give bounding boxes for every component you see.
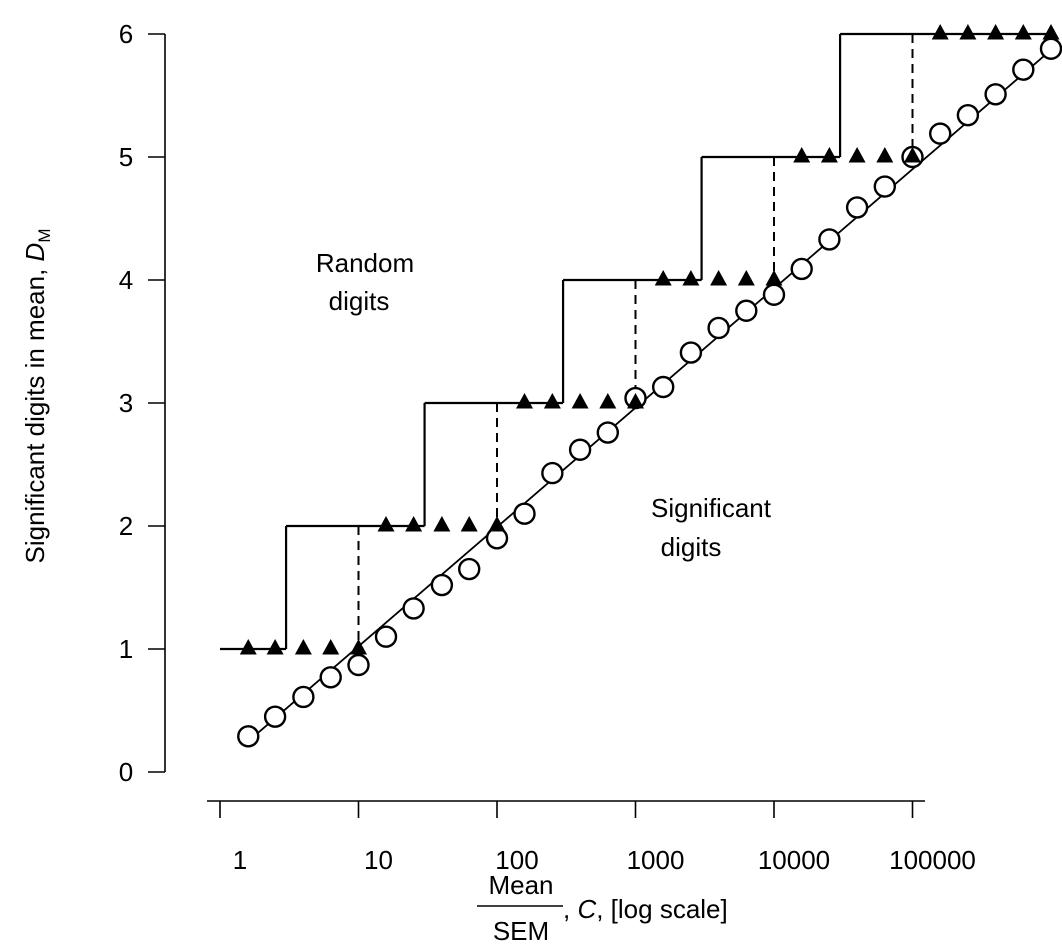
x-tick-label: 10 [364, 845, 393, 875]
circle-point [319, 666, 342, 689]
circle-point [707, 316, 730, 340]
fit-line-path [247, 49, 1052, 742]
triangle-point [239, 639, 257, 655]
y-tick-label: 1 [119, 634, 133, 664]
x-tick-label: 100 [495, 845, 538, 875]
triangle-point [350, 639, 367, 655]
circle-point [513, 502, 536, 525]
fit-line [247, 49, 1052, 742]
y-axis-label: Significant digits in mean, DM [20, 229, 54, 564]
circle-point [652, 375, 675, 399]
circle-point [430, 573, 454, 597]
circle-point [402, 597, 425, 620]
x-axis-label-numerator: Mean [488, 870, 553, 900]
x-axis: 1 10 100 1000 10000 100000 [207, 800, 976, 875]
circle-point [735, 299, 758, 322]
circle-series [237, 37, 1062, 748]
circle-point [873, 175, 897, 198]
triangle-point [294, 639, 312, 655]
annotation-random-line1: Random [316, 248, 414, 278]
circle-point [458, 557, 481, 581]
triangle-point [904, 147, 921, 163]
circle-point [237, 725, 260, 748]
circle-point [374, 625, 398, 648]
triangle-point [405, 516, 423, 532]
circle-point [292, 685, 315, 709]
step-function [220, 32, 1051, 651]
triangle-point [433, 516, 451, 532]
circle-point [541, 461, 564, 485]
triangle-point [682, 270, 700, 286]
x-tick-label: 10000 [758, 845, 830, 875]
triangle-point [599, 393, 617, 409]
triangle-point [931, 24, 949, 40]
triangle-point [710, 270, 728, 286]
x-axis-label-rest: , C, [log scale] [563, 894, 728, 924]
circle-point [790, 257, 813, 281]
triangle-series [239, 24, 1060, 655]
circle-point [984, 83, 1007, 106]
y-tick-label: 2 [119, 511, 133, 541]
circle-point [762, 283, 786, 306]
triangle-point [959, 24, 977, 40]
circle-point [596, 421, 620, 444]
triangle-point [322, 639, 340, 655]
x-tick-label: 1000 [627, 845, 685, 875]
circle-point [1039, 37, 1062, 60]
triangle-point [820, 147, 838, 163]
triangle-point [488, 516, 506, 532]
annotation-random-line2: digits [329, 286, 390, 316]
triangle-point [654, 270, 672, 286]
circle-point [679, 341, 703, 364]
triangle-point [737, 270, 755, 286]
triangle-point [266, 639, 284, 655]
circle-point [956, 103, 980, 127]
annotation-significant-line2: digits [661, 532, 722, 562]
y-tick-label: 5 [119, 142, 133, 172]
circle-point [845, 196, 869, 219]
triangle-point [627, 393, 644, 409]
triangle-point [571, 393, 589, 409]
circle-point [1012, 58, 1035, 81]
triangle-point [1042, 24, 1060, 40]
circle-point [929, 122, 952, 145]
circle-point [263, 705, 287, 728]
y-tick-label: 3 [119, 388, 133, 418]
circle-point [818, 228, 841, 251]
triangle-point [793, 147, 811, 163]
y-axis: 0 1 2 3 4 5 6 [119, 19, 166, 787]
annotation-significant-line1: Significant [651, 493, 772, 523]
circle-point [347, 653, 370, 677]
circle-point [568, 438, 592, 461]
triangle-point [765, 270, 783, 286]
triangle-point [987, 24, 1005, 40]
triangle-point [460, 516, 478, 532]
x-tick-label: 100000 [889, 845, 976, 875]
triangle-point [876, 147, 894, 163]
x-tick-label: 1 [233, 845, 247, 875]
y-tick-label: 0 [119, 757, 133, 787]
triangle-point [377, 516, 395, 532]
triangle-point [543, 393, 561, 409]
x-axis-label-denominator: SEM [493, 916, 549, 946]
triangle-point [516, 393, 534, 409]
triangle-point [848, 147, 866, 163]
y-tick-label: 6 [119, 19, 133, 49]
y-tick-label: 4 [119, 265, 133, 295]
triangle-point [1014, 24, 1032, 40]
